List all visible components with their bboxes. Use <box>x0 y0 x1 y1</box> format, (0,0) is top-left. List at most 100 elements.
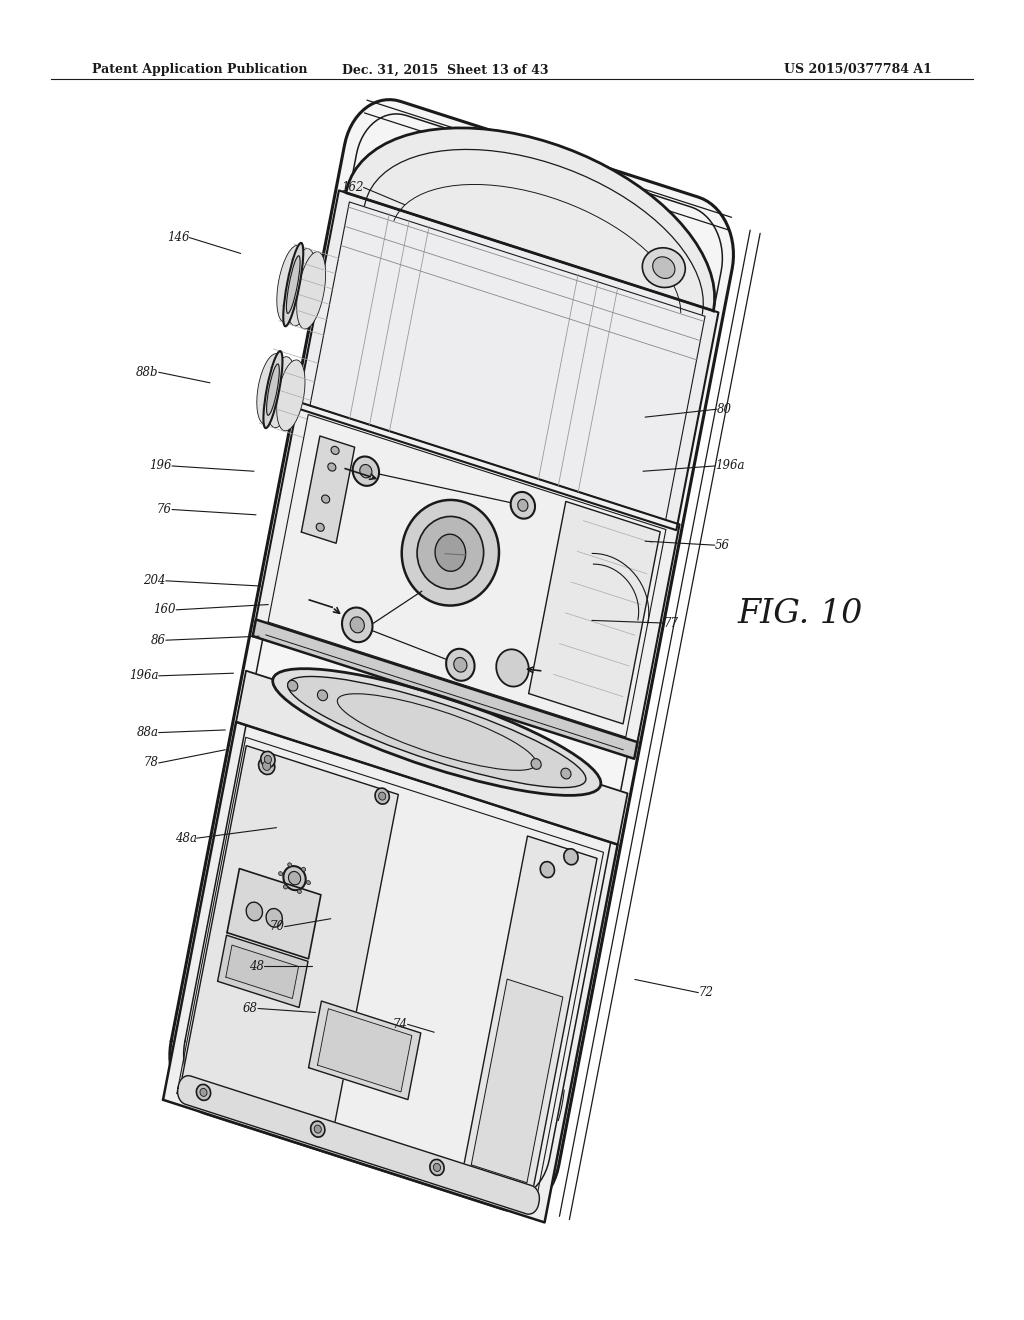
Polygon shape <box>471 979 563 1183</box>
Ellipse shape <box>350 616 365 632</box>
Text: 70: 70 <box>269 920 285 933</box>
Ellipse shape <box>454 657 467 672</box>
Ellipse shape <box>541 862 554 878</box>
Text: 160: 160 <box>154 603 176 616</box>
Polygon shape <box>308 1001 421 1100</box>
Ellipse shape <box>302 867 306 871</box>
Ellipse shape <box>642 248 685 288</box>
Ellipse shape <box>375 788 389 804</box>
Text: 78: 78 <box>143 756 159 770</box>
Ellipse shape <box>306 880 310 884</box>
Ellipse shape <box>266 356 295 428</box>
Ellipse shape <box>257 354 285 425</box>
Text: 196a: 196a <box>715 459 744 473</box>
Text: 77: 77 <box>664 616 679 630</box>
Polygon shape <box>218 935 308 1007</box>
Ellipse shape <box>284 884 288 890</box>
Text: 48a: 48a <box>175 832 197 845</box>
Text: 196a: 196a <box>129 669 159 682</box>
Polygon shape <box>255 401 680 748</box>
Text: 56: 56 <box>715 539 730 552</box>
Ellipse shape <box>288 676 586 788</box>
Ellipse shape <box>564 849 579 865</box>
Ellipse shape <box>430 1159 444 1175</box>
Polygon shape <box>227 869 321 958</box>
Ellipse shape <box>261 751 275 767</box>
Text: Patent Application Publication: Patent Application Publication <box>92 63 307 77</box>
Ellipse shape <box>200 1089 207 1097</box>
Ellipse shape <box>359 465 372 478</box>
Ellipse shape <box>288 863 292 867</box>
Ellipse shape <box>259 758 274 775</box>
Ellipse shape <box>279 871 283 875</box>
Ellipse shape <box>287 248 315 326</box>
Ellipse shape <box>246 902 262 921</box>
Text: 204: 204 <box>143 574 166 587</box>
Ellipse shape <box>401 500 499 606</box>
Ellipse shape <box>433 1163 440 1171</box>
Ellipse shape <box>289 871 301 884</box>
Text: 80: 80 <box>717 403 732 416</box>
Polygon shape <box>170 99 733 1210</box>
Polygon shape <box>226 945 299 998</box>
Ellipse shape <box>511 492 535 519</box>
Text: 68: 68 <box>243 1002 258 1015</box>
Ellipse shape <box>316 523 325 531</box>
Polygon shape <box>317 1008 412 1092</box>
Polygon shape <box>182 746 398 1127</box>
Text: FIG. 10: FIG. 10 <box>737 598 862 630</box>
Text: 76: 76 <box>157 503 172 516</box>
Ellipse shape <box>417 516 483 589</box>
Ellipse shape <box>276 246 306 322</box>
Polygon shape <box>237 671 628 845</box>
Ellipse shape <box>531 759 542 770</box>
Ellipse shape <box>272 669 601 796</box>
Ellipse shape <box>328 463 336 471</box>
Text: 196: 196 <box>150 459 172 473</box>
Ellipse shape <box>288 680 298 692</box>
Ellipse shape <box>435 535 466 572</box>
Ellipse shape <box>342 607 373 643</box>
Ellipse shape <box>379 792 386 800</box>
Ellipse shape <box>310 1121 325 1137</box>
Ellipse shape <box>266 908 283 927</box>
Ellipse shape <box>287 256 300 313</box>
Ellipse shape <box>352 457 379 486</box>
Ellipse shape <box>266 364 280 416</box>
Text: 146: 146 <box>167 231 189 244</box>
Polygon shape <box>301 436 354 544</box>
Text: 72: 72 <box>698 986 714 999</box>
Ellipse shape <box>297 890 301 894</box>
Text: Dec. 31, 2015  Sheet 13 of 43: Dec. 31, 2015 Sheet 13 of 43 <box>342 63 549 77</box>
Ellipse shape <box>284 243 303 326</box>
Text: 74: 74 <box>392 1018 408 1031</box>
Ellipse shape <box>446 649 474 681</box>
Ellipse shape <box>518 499 528 511</box>
Ellipse shape <box>317 690 328 701</box>
Ellipse shape <box>497 649 528 686</box>
Polygon shape <box>297 190 719 531</box>
Ellipse shape <box>276 360 305 430</box>
Polygon shape <box>177 1076 540 1214</box>
Ellipse shape <box>314 1125 322 1133</box>
Ellipse shape <box>264 755 271 763</box>
Polygon shape <box>346 128 715 310</box>
Text: 88a: 88a <box>137 726 159 739</box>
Ellipse shape <box>561 768 571 779</box>
Ellipse shape <box>322 495 330 503</box>
Text: US 2015/0377784 A1: US 2015/0377784 A1 <box>784 63 932 77</box>
Ellipse shape <box>652 257 675 279</box>
Text: 88b: 88b <box>136 366 159 379</box>
Polygon shape <box>253 619 638 759</box>
Polygon shape <box>463 836 597 1192</box>
Ellipse shape <box>197 1085 211 1101</box>
Ellipse shape <box>297 252 326 329</box>
Ellipse shape <box>262 762 270 771</box>
Ellipse shape <box>263 351 283 428</box>
Text: 86: 86 <box>151 634 166 647</box>
Polygon shape <box>528 502 660 723</box>
Polygon shape <box>163 722 617 1222</box>
Ellipse shape <box>284 866 306 890</box>
Ellipse shape <box>331 446 339 454</box>
Text: 48: 48 <box>249 960 264 973</box>
